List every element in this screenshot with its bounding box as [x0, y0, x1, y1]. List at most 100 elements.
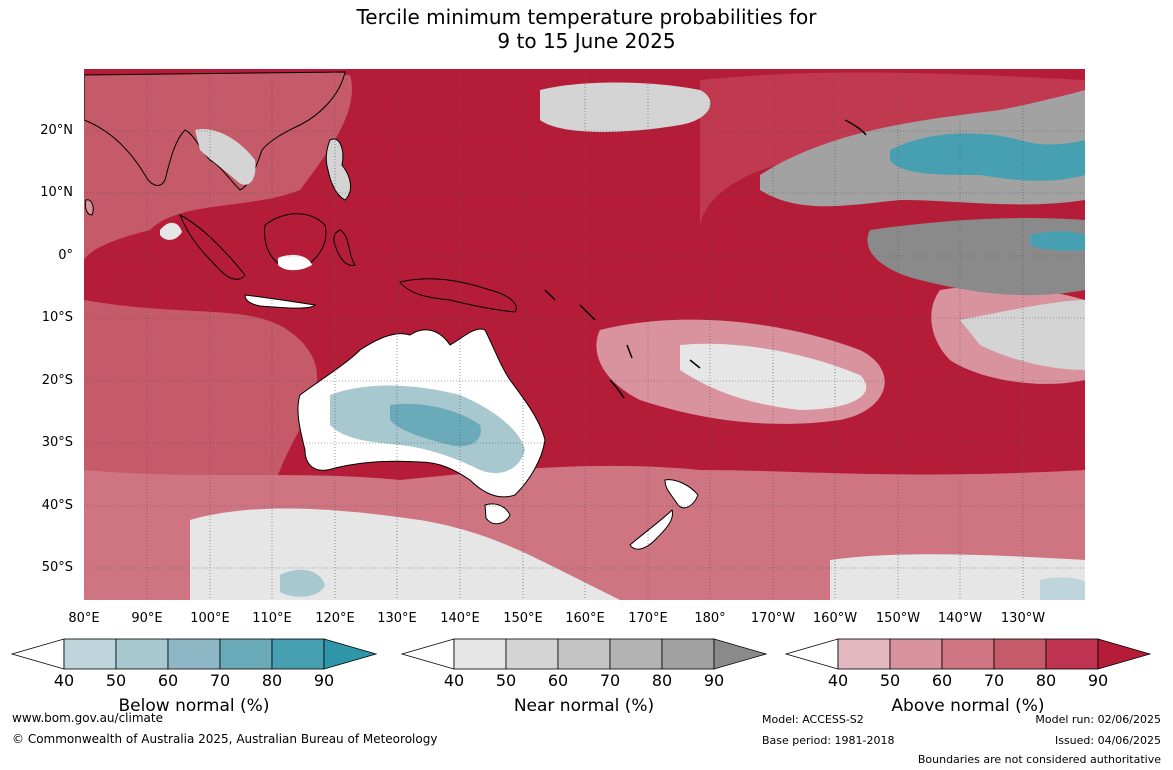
footer-base-period: Base period: 1981-2018: [762, 734, 895, 747]
colorbar-segment: [271, 638, 325, 670]
colorbar-tick-label: 80: [1035, 671, 1057, 690]
lon-label-140e: 140°E: [440, 611, 480, 626]
pacific-islands: [544, 289, 701, 399]
lon-label-120e: 120°E: [315, 611, 355, 626]
chart-title-line2: 9 to 15 June 2025: [497, 29, 676, 53]
below-normal-southwest: [280, 569, 325, 597]
colorbar-tick-label: 40: [53, 671, 75, 690]
lon-label-160e: 160°E: [565, 611, 605, 626]
colorbar-title-near: Near normal (%): [513, 696, 655, 716]
gridlines: [84, 69, 1085, 600]
colorbar-tick-label: 70: [983, 671, 1005, 690]
colorbar-tick-label: 90: [703, 671, 725, 690]
footer-model: Model: ACCESS-S2: [762, 713, 864, 726]
colorbar-tick-label: 50: [879, 671, 901, 690]
colorbar-tick-label: 60: [931, 671, 953, 690]
colorbar-near-normal: [400, 638, 768, 670]
hawaii-islands: [844, 119, 867, 136]
lon-label-100e: 100°E: [190, 611, 230, 626]
lat-label-10n: 10°N: [40, 185, 73, 200]
lat-label-0: 0°: [58, 248, 73, 263]
java: [244, 294, 317, 309]
colorbar-high-triangle: [713, 638, 768, 670]
footer-issued: Issued: 04/06/2025: [1054, 734, 1161, 747]
near-normal-southeast: [830, 554, 1085, 600]
near-normal-west-sumatra: [160, 222, 182, 240]
colorbar-tick-label: 90: [1087, 671, 1109, 690]
colorbar-tick-label: 80: [651, 671, 673, 690]
lon-label-180: 180°: [694, 611, 726, 626]
colorbar-segment: [993, 638, 1047, 670]
colorbar-title-below: Below normal (%): [118, 696, 270, 716]
footer-disclaimer: Boundaries are not considered authoritat…: [917, 753, 1161, 766]
colorbar-low-triangle: [10, 638, 65, 670]
colorbar-segment: [609, 638, 663, 670]
colorbar-segment: [219, 638, 273, 670]
below-normal-southeast: [1040, 577, 1085, 600]
lighter-red-west: [84, 300, 318, 520]
footer-copyright: © Commonwealth of Australia 2025, Austra…: [12, 732, 438, 746]
nz-north-island: [664, 479, 699, 509]
lat-label-50s: 50°S: [41, 560, 73, 575]
colorbar-segment: [453, 638, 507, 670]
near-normal-borneo: [278, 254, 312, 271]
colorbar-segment: [941, 638, 995, 670]
colorbar-tick-label: 60: [547, 671, 569, 690]
near-normal-central: [680, 343, 867, 410]
colorbar-tick-label: 70: [599, 671, 621, 690]
lon-label-110e: 110°E: [252, 611, 292, 626]
new-guinea: [399, 278, 517, 313]
map-area: [84, 69, 1085, 600]
footer-url: www.bom.gov.au/climate: [12, 711, 163, 725]
colorbar-tick-label: 80: [261, 671, 283, 690]
colorbar-tick-label: 90: [313, 671, 335, 690]
sulawesi: [333, 229, 356, 266]
colorbar-segment: [167, 638, 221, 670]
below-normal-equatorial: [1030, 231, 1085, 251]
footer-model-run: Model run: 02/06/2025: [1035, 713, 1161, 726]
colorbar-segment: [837, 638, 891, 670]
lat-label-30s: 30°S: [41, 435, 73, 450]
sri-lanka: [84, 199, 94, 216]
lat-label-20s: 20°S: [41, 373, 73, 388]
colorbar-tick-label: 70: [209, 671, 231, 690]
lon-label-170e: 170°E: [628, 611, 668, 626]
lat-label-10s: 10°S: [41, 310, 73, 325]
near-normal-north: [540, 82, 711, 132]
chart-title-line1: Tercile minimum temperature probabilitie…: [356, 5, 817, 29]
colorbar-segment: [63, 638, 117, 670]
colorbar-low-triangle: [400, 638, 455, 670]
lon-label-130w: 130°W: [1000, 611, 1046, 626]
colorbar-title-above: Above normal (%): [891, 696, 1045, 716]
colorbar-segment: [557, 638, 611, 670]
colorbar-segment: [505, 638, 559, 670]
colorbar-segment: [889, 638, 943, 670]
colorbar-tick-label: 50: [105, 671, 127, 690]
lon-label-80e: 80°E: [68, 611, 100, 626]
colorbar-segment: [661, 638, 715, 670]
colorbar-below-normal: [10, 638, 378, 670]
below-normal-northeast: [890, 133, 1085, 181]
lon-label-170w: 170°W: [750, 611, 796, 626]
colorbar-tick-label: 40: [827, 671, 849, 690]
colorbar-tick-label: 60: [157, 671, 179, 690]
colorbar-segment: [1045, 638, 1099, 670]
nz-south-island: [629, 509, 674, 550]
tasmania: [484, 503, 511, 525]
lon-label-150e: 150°E: [503, 611, 543, 626]
lat-label-40s: 40°S: [41, 498, 73, 513]
philippines: [325, 138, 352, 201]
colorbar-tick-label: 50: [495, 671, 517, 690]
colorbar-segment: [115, 638, 169, 670]
lon-label-160w: 160°W: [812, 611, 858, 626]
lon-label-150w: 150°W: [875, 611, 921, 626]
colorbar-high-triangle: [323, 638, 378, 670]
colorbar-high-triangle: [1097, 638, 1152, 670]
near-normal-indochina: [195, 129, 256, 185]
near-normal-east: [960, 300, 1085, 370]
colorbar-low-triangle: [784, 638, 839, 670]
lon-label-90e: 90°E: [131, 611, 163, 626]
lat-label-20n: 20°N: [40, 123, 73, 138]
lon-label-130e: 130°E: [377, 611, 417, 626]
